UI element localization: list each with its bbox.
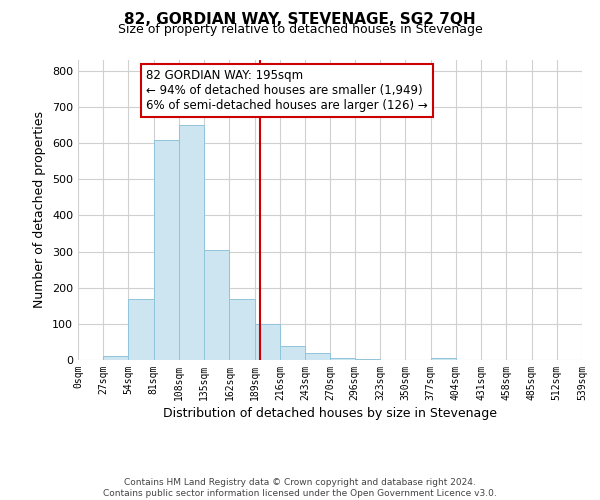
Bar xyxy=(255,324,280,360)
Text: Size of property relative to detached houses in Stevenage: Size of property relative to detached ho… xyxy=(118,22,482,36)
Bar xyxy=(355,359,380,360)
Bar xyxy=(103,356,128,360)
Bar xyxy=(431,358,456,360)
Bar xyxy=(229,298,255,360)
Bar xyxy=(331,358,355,360)
Bar xyxy=(280,346,305,360)
Bar xyxy=(154,140,179,360)
Bar xyxy=(128,298,154,360)
Bar xyxy=(305,353,331,360)
Bar xyxy=(204,250,229,360)
Text: 82, GORDIAN WAY, STEVENAGE, SG2 7QH: 82, GORDIAN WAY, STEVENAGE, SG2 7QH xyxy=(124,12,476,28)
Text: Contains HM Land Registry data © Crown copyright and database right 2024.
Contai: Contains HM Land Registry data © Crown c… xyxy=(103,478,497,498)
X-axis label: Distribution of detached houses by size in Stevenage: Distribution of detached houses by size … xyxy=(163,407,497,420)
Text: 82 GORDIAN WAY: 195sqm
← 94% of detached houses are smaller (1,949)
6% of semi-d: 82 GORDIAN WAY: 195sqm ← 94% of detached… xyxy=(146,69,428,112)
Y-axis label: Number of detached properties: Number of detached properties xyxy=(34,112,46,308)
Bar xyxy=(179,125,204,360)
